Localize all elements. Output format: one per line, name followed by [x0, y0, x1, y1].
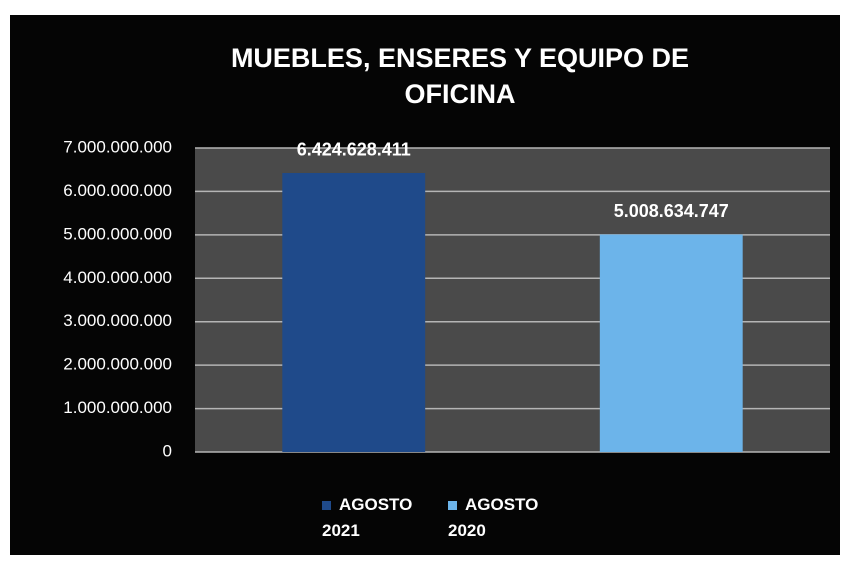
legend-swatch: [448, 501, 457, 511]
bar: [599, 234, 743, 452]
y-tick-label: 3.000.000.000: [63, 311, 172, 330]
data-label: 6.424.628.411: [297, 140, 411, 160]
y-tick-label: 6.000.000.000: [63, 181, 172, 200]
legend-label: AGOSTO 2021: [322, 495, 413, 540]
y-tick-label: 4.000.000.000: [63, 268, 172, 287]
chart-title: MUEBLES, ENSERES Y EQUIPO DE OFICINA: [230, 43, 690, 109]
y-tick-label: 7.000.000.000: [63, 137, 172, 156]
y-tick-label: 2.000.000.000: [63, 355, 172, 374]
y-tick-label: 1.000.000.000: [63, 398, 172, 417]
data-label: 5.008.634.747: [614, 201, 729, 221]
y-tick-label: 0: [163, 441, 172, 460]
bar: [282, 172, 426, 453]
legend-swatch: [322, 501, 331, 511]
y-tick-label: 5.000.000.000: [63, 224, 172, 243]
legend-item: AGOSTO 2020: [448, 492, 558, 544]
legend-item: AGOSTO 2021: [322, 492, 432, 544]
legend-label: AGOSTO 2020: [448, 495, 539, 540]
